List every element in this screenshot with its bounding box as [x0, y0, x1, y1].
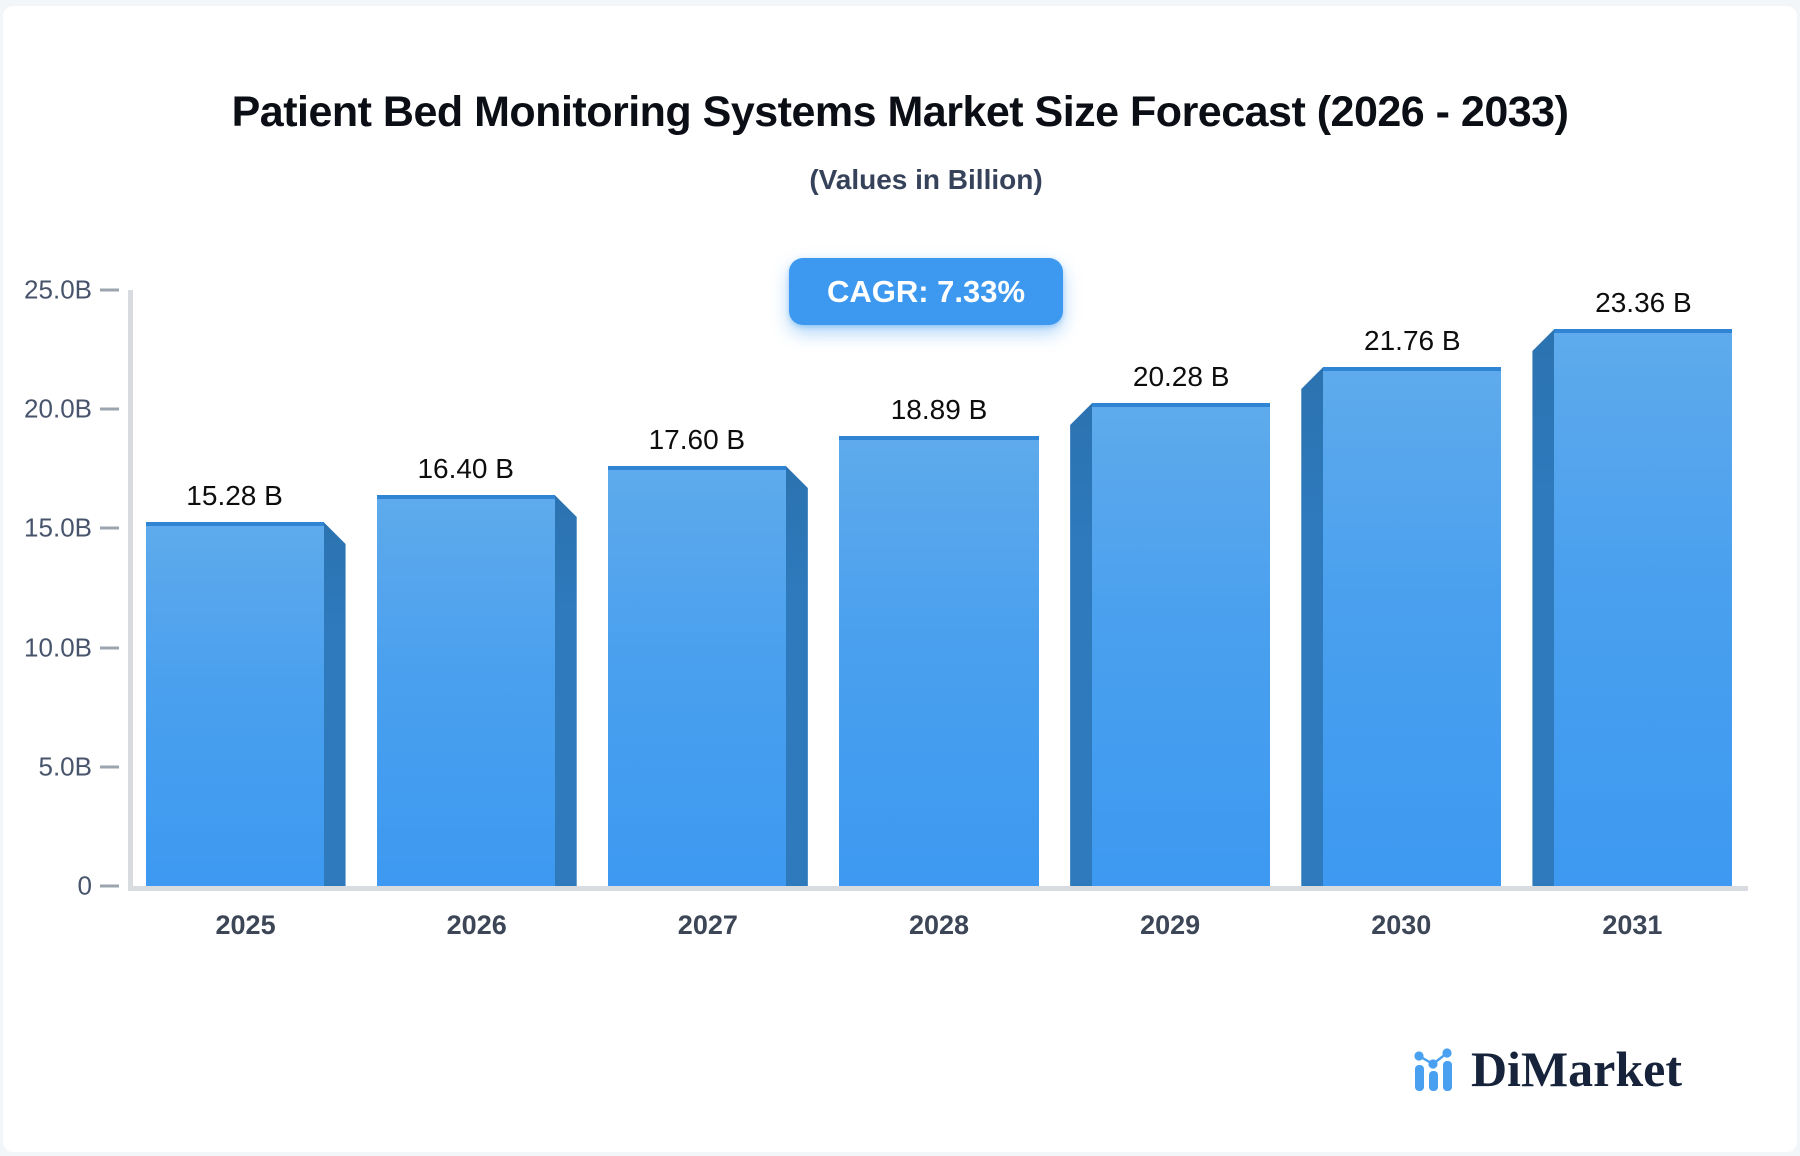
chart-title: Patient Bed Monitoring Systems Market Si… — [231, 88, 1569, 136]
bar-2028: 18.89 B — [839, 394, 1039, 886]
y-tick-label: 0 — [77, 870, 92, 901]
x-axis-label-2030: 2030 — [1371, 910, 1432, 940]
bar-2030: 21.76 B — [1301, 325, 1502, 886]
y-tick-label: 20.0B — [24, 393, 92, 424]
bar-side-face — [1070, 403, 1093, 886]
bar-body — [1092, 403, 1271, 886]
y-tick-label: 25.0B — [24, 274, 92, 305]
y-axis-line — [128, 290, 133, 891]
bar-value-label: 20.28 B — [1132, 361, 1230, 392]
cagr-badge: CAGR: 7.33% — [788, 258, 1064, 325]
bar-2031: 23.36 B — [1532, 287, 1733, 886]
bar-value-label: 21.76 B — [1364, 325, 1461, 356]
bar-2027: 17.60 B — [607, 424, 808, 886]
y-tick-dash — [100, 288, 119, 292]
x-axis-line — [128, 886, 1748, 891]
bar-side-face — [1301, 367, 1324, 886]
bar-side-face — [785, 466, 808, 886]
x-axis-label-2026: 2026 — [446, 910, 507, 940]
bar-2026: 16.40 B — [376, 453, 577, 886]
bar-body — [1554, 329, 1733, 886]
bar-body — [376, 495, 555, 886]
x-axis-label-2028: 2028 — [908, 910, 970, 940]
y-tick-dash — [100, 884, 119, 888]
y-tick-label: 5.0B — [38, 751, 93, 782]
cagr-badge-wrap: CAGR: 7.33% — [52, 258, 1800, 325]
bar-body — [839, 436, 1039, 886]
x-axis-label-2031: 2031 — [1602, 910, 1663, 940]
bar-value-label: 15.28 B — [186, 480, 283, 511]
bar-value-label: 18.89 B — [890, 394, 988, 425]
y-tick-label: 10.0B — [24, 632, 92, 663]
bar-side-face — [1532, 329, 1555, 886]
y-tick-dash — [100, 407, 119, 411]
bar-side-face — [554, 495, 577, 886]
x-axis-label-2029: 2029 — [1140, 910, 1201, 940]
bar-value-label: 16.40 B — [417, 453, 514, 484]
x-axis-label-2027: 2027 — [677, 910, 738, 940]
bar-2025: 15.28 B — [145, 480, 346, 886]
bar-body — [145, 522, 324, 886]
y-tick-dash — [100, 526, 119, 530]
dimarket-logo-text: DiMarket — [1470, 1041, 1682, 1097]
dimarket-logo: DiMarket — [1413, 1044, 1682, 1094]
mini-bar-chart-icon — [1413, 1047, 1459, 1091]
bar-value-label: 17.60 B — [648, 424, 746, 455]
bar-value-label: 23.36 B — [1595, 287, 1692, 318]
bar-body — [1323, 367, 1502, 886]
y-tick-label: 15.0B — [24, 512, 92, 543]
bar-2029: 20.28 B — [1070, 361, 1271, 886]
chart-subtitle: (Values in Billion) — [809, 164, 1043, 195]
y-tick-dash — [100, 765, 119, 769]
x-axis-label-2025: 2025 — [215, 910, 276, 940]
bar-body — [607, 466, 786, 886]
y-tick-dash — [100, 646, 119, 650]
bar-side-face — [323, 522, 346, 886]
